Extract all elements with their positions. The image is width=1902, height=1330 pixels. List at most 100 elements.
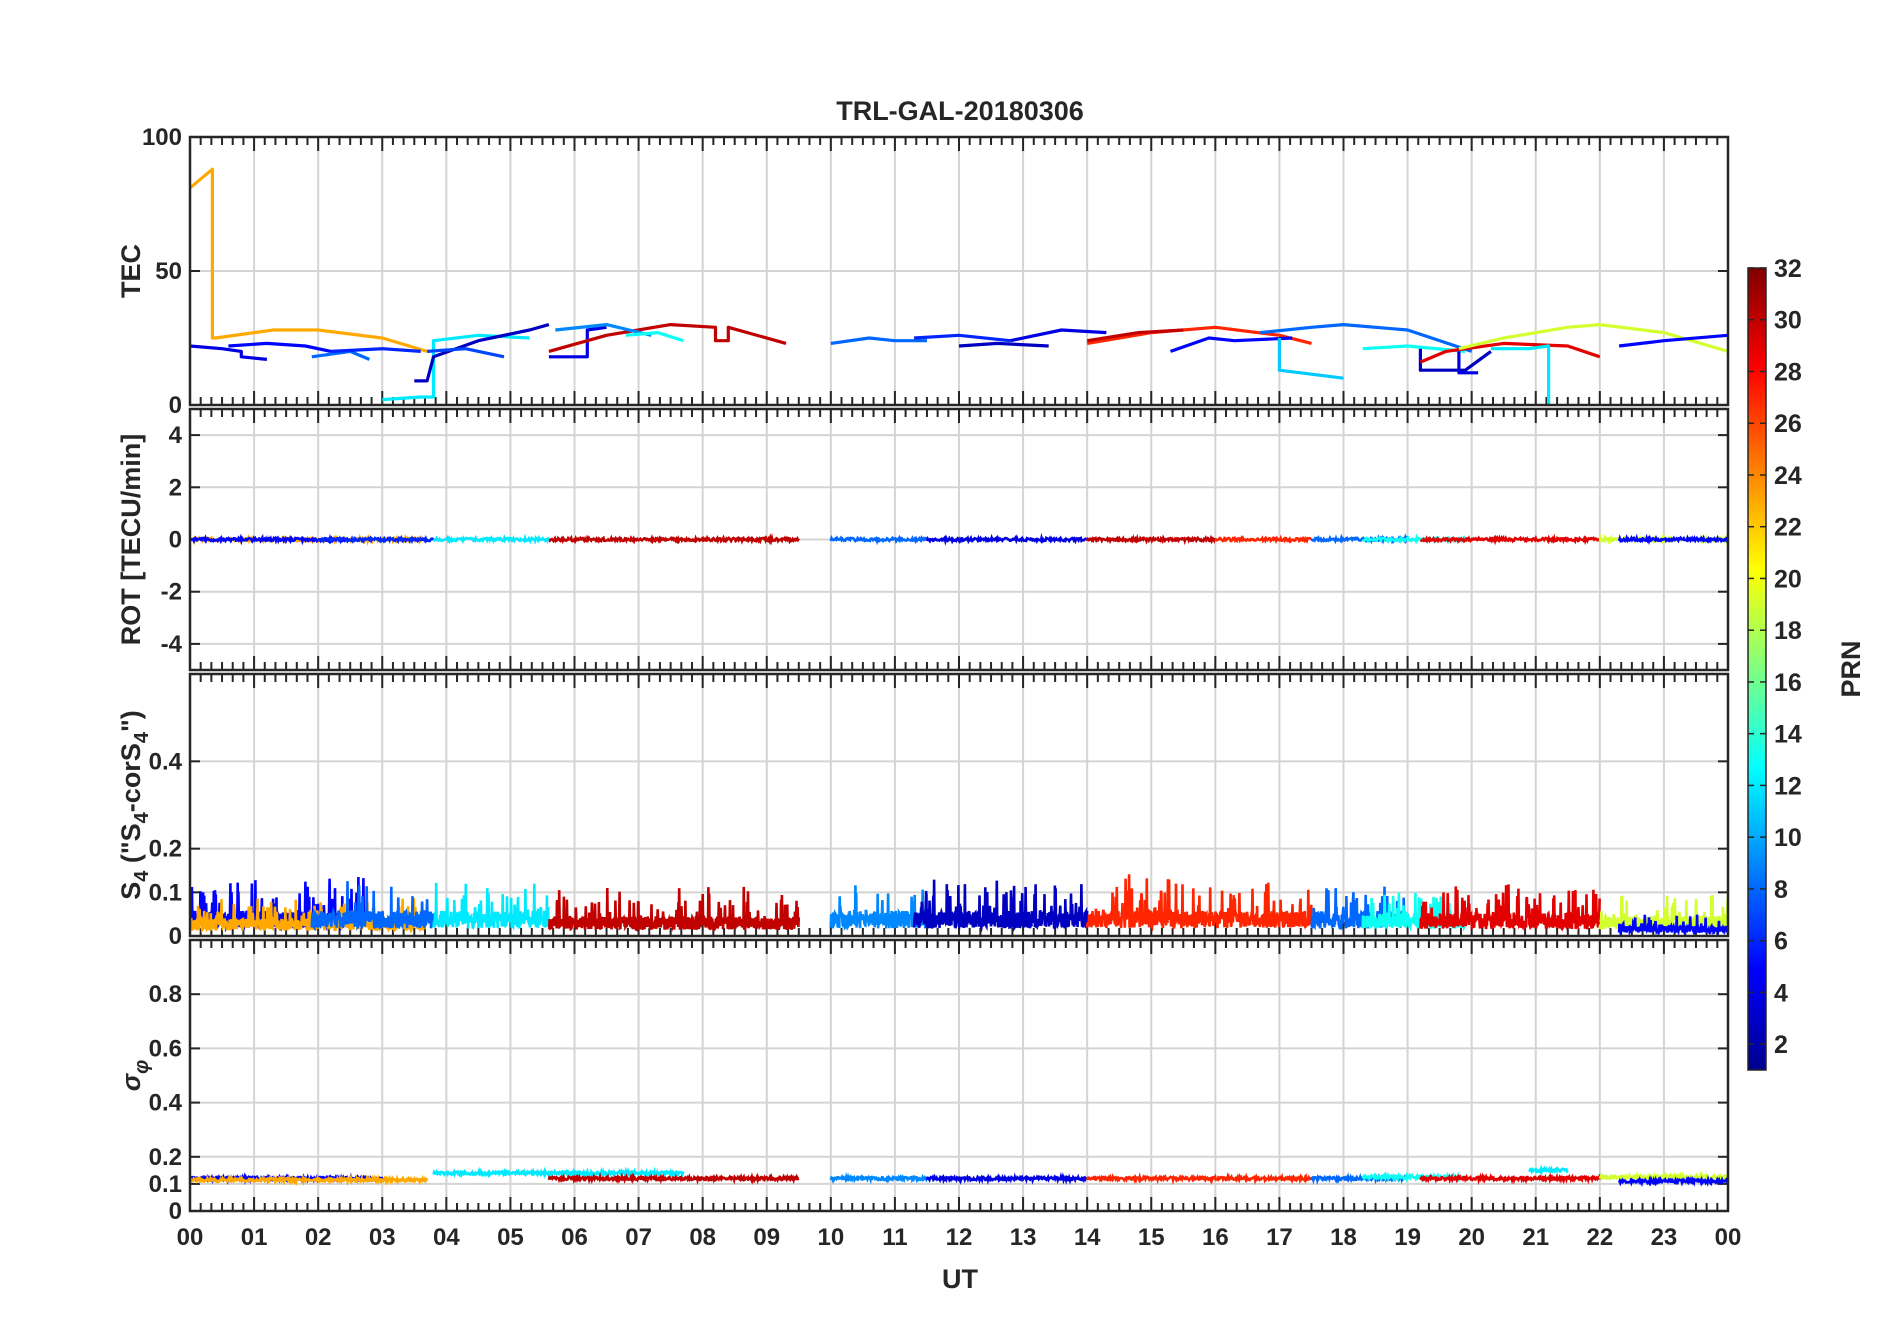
colorbar-label: PRN <box>1836 640 1866 697</box>
y-tick-label: 0 <box>169 1198 182 1225</box>
panel-rot: -4 -2 0 2 4 ROT [TECU/min] <box>116 407 1730 672</box>
colorbar-tick-label: 4 <box>1774 979 1788 1007</box>
tec-series-prn-8 <box>1260 323 1473 353</box>
y-label-subscript: 4 <box>131 731 153 743</box>
y-tick-label: 0 <box>169 527 182 554</box>
s4-series-prn-5 <box>1617 914 1728 936</box>
sigma-series-prn-9 <box>829 1172 929 1185</box>
tec-series-prn-7 <box>426 347 505 359</box>
y-tick-label: 0.8 <box>149 981 182 1008</box>
tec-series-prn-4 <box>190 344 268 361</box>
s4-series-prn-8 <box>310 881 435 932</box>
y-tick-label: 0.2 <box>149 836 182 863</box>
series-group-sigma <box>190 1164 1728 1188</box>
sigma-series-prn-4 <box>925 1171 1088 1186</box>
y-tick-label: 0.1 <box>149 879 182 906</box>
tec-series-prn-13 <box>1362 344 1466 353</box>
y-tick-label: 0.2 <box>149 1144 182 1171</box>
x-tick-label: 01 <box>241 1224 268 1251</box>
x-tick-label: 10 <box>817 1224 844 1251</box>
colorbar-tick-label: 20 <box>1774 565 1802 593</box>
panel-frame <box>188 135 1730 407</box>
x-tick-label: 07 <box>625 1224 652 1251</box>
x-tick-label: 05 <box>497 1224 524 1251</box>
colorbar-tick-label: 28 <box>1774 358 1802 386</box>
tec-series-prn-13 <box>625 331 684 343</box>
tec-series-prn-19 <box>1458 323 1728 353</box>
x-tick-label: 19 <box>1394 1224 1421 1251</box>
colorbar-tick-label: 16 <box>1774 669 1802 697</box>
y-label-subscript: 4 <box>131 811 153 823</box>
tec-series-prn-4 <box>1457 351 1479 375</box>
tec-series-prn-3 <box>958 341 1049 348</box>
s4-series-prn-9 <box>829 885 929 931</box>
tec-series-prn-5 <box>1618 333 1728 348</box>
tec-series-prn-12 <box>1490 344 1551 405</box>
tec-series-prn-6 <box>914 333 1011 343</box>
y-tick-label: 2 <box>169 474 182 501</box>
colorbar-tick-label: 10 <box>1774 824 1802 852</box>
x-tick-label: 14 <box>1074 1224 1101 1251</box>
s4-series-prn-3 <box>912 879 1089 933</box>
colorbar: 32 30 28 26 24 22 20 18 16 14 12 10 8 6 4 2 PRN <box>1747 255 1866 1071</box>
x-tick-label: 02 <box>305 1224 332 1251</box>
x-tick-label: 00 <box>177 1224 204 1251</box>
tec-series-prn-8 <box>311 349 371 361</box>
rot-series-prn-6 <box>317 534 435 545</box>
x-tick-label: 20 <box>1458 1224 1485 1251</box>
x-tick-label: 11 <box>882 1224 907 1251</box>
s4-series-prn-27 <box>1085 874 1313 932</box>
sigma-series-prn-27 <box>1085 1172 1313 1186</box>
chart-title: TRL-GAL-20180306 <box>836 96 1084 126</box>
colorbar-gradient <box>1747 267 1767 1071</box>
y-tick-label: 0 <box>169 923 182 950</box>
panel-tec: 0 50 100 TEC <box>116 124 1730 419</box>
tec-series-prn-6 <box>330 347 421 353</box>
sigma-series-prn-30 <box>547 1172 800 1186</box>
colorbar-tick-label: 18 <box>1774 617 1802 645</box>
sigma-series-prn-19 <box>1598 1170 1728 1184</box>
x-tick-label: 06 <box>561 1224 588 1251</box>
tec-series-prn-29 <box>1419 341 1601 364</box>
colorbar-tick-label: 32 <box>1774 255 1802 283</box>
colorbar-tick-label: 2 <box>1774 1031 1788 1059</box>
x-tick-label: 16 <box>1202 1224 1229 1251</box>
y-label-text: -corS <box>116 743 146 812</box>
y-axis-label-tec: TEC <box>116 244 146 298</box>
series-group-s4 <box>190 874 1728 936</box>
y-label-text: σ <box>116 1072 146 1091</box>
y-label-text: S <box>116 882 146 900</box>
colorbar-ticks: 32 30 28 26 24 22 20 18 16 14 12 10 8 6 4 2 <box>1748 255 1802 1059</box>
x-tick-label: 12 <box>946 1224 973 1251</box>
colorbar-tick-label: 12 <box>1774 772 1802 800</box>
colorbar-tick-label: 14 <box>1774 721 1802 749</box>
y-tick-label: 4 <box>169 422 183 449</box>
panel-frame <box>188 938 1730 1213</box>
s4-series-prn-30 <box>548 886 801 933</box>
rot-series-prn-5 <box>1617 533 1728 546</box>
x-tick-label: 00 <box>1715 1224 1742 1251</box>
y-label-subscript: 4 <box>131 870 153 882</box>
x-tick-label: 08 <box>689 1224 716 1251</box>
sigma-series-prn-12 <box>1528 1164 1569 1178</box>
tec-series-prn-3 <box>1418 348 1492 372</box>
tec-series-prn-30 <box>1086 328 1184 343</box>
x-tick-label: 17 <box>1266 1224 1293 1251</box>
sigma-series-prn-5 <box>1617 1174 1728 1188</box>
panel-frame <box>188 407 1730 672</box>
colorbar-tick-label: 24 <box>1774 462 1802 490</box>
tec-series-prn-4 <box>1009 328 1107 343</box>
x-tick-label: 04 <box>433 1224 460 1251</box>
y-tick-label: 0.4 <box>149 748 183 775</box>
rot-series-prn-30 <box>1085 533 1217 546</box>
rot-series-prn-29 <box>1420 533 1601 546</box>
colorbar-tick-label: 30 <box>1774 307 1802 335</box>
y-label-text: ("S <box>116 823 146 870</box>
s4-series-prn-29 <box>1419 884 1601 932</box>
y-tick-label: 0.4 <box>149 1090 183 1117</box>
tec-series-prn-11 <box>1277 338 1344 380</box>
series-group-tec <box>190 167 1728 405</box>
x-tick-label: 18 <box>1330 1224 1357 1251</box>
tec-series-prn-5 <box>228 341 332 353</box>
